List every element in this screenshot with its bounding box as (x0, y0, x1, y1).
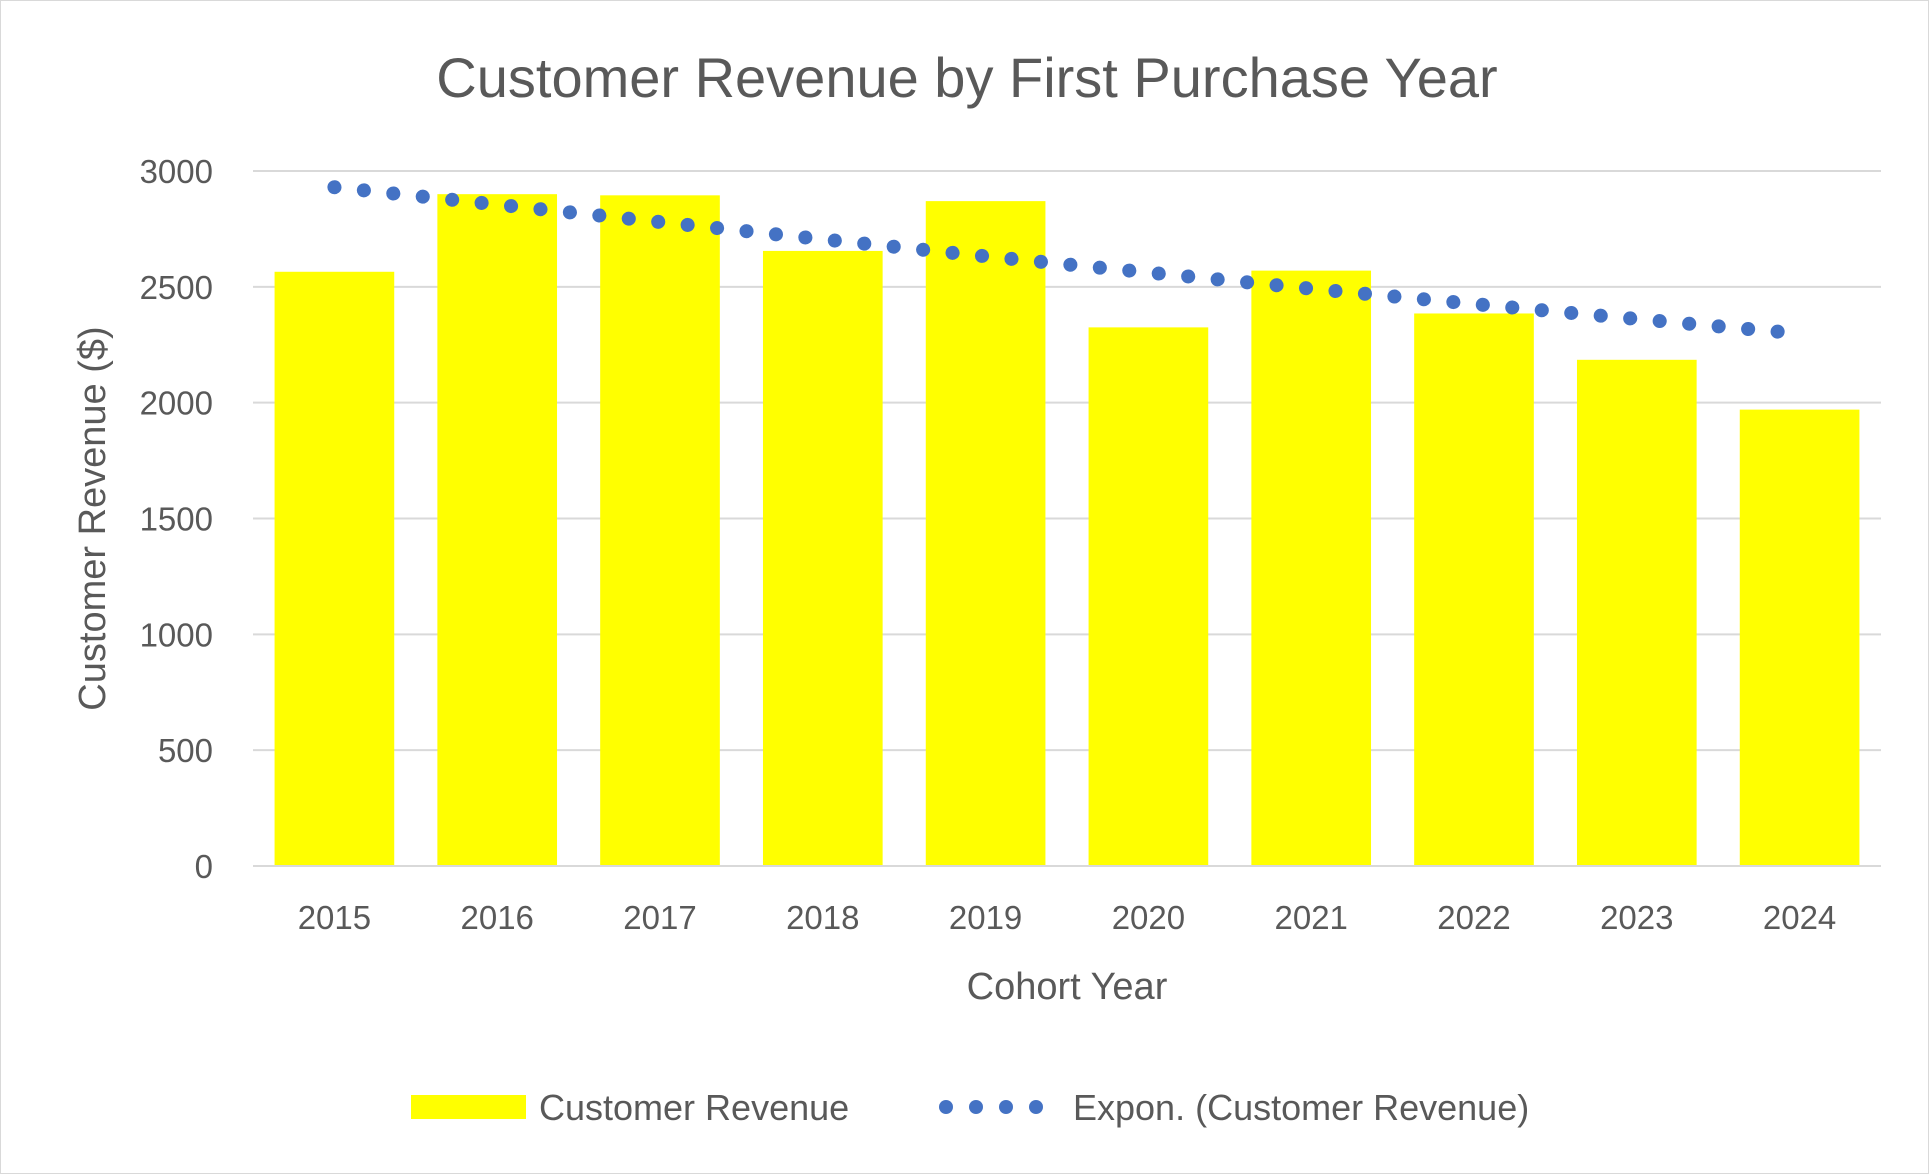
y-axis-ticks: 0 500 1000 1500 2000 2500 3000 (140, 153, 213, 885)
legend-swatch-bar (411, 1095, 526, 1119)
bar-2015 (275, 272, 395, 866)
legend-trend-dot (939, 1100, 953, 1114)
legend: Customer Revenue Expon. (Customer Revenu… (411, 1087, 1529, 1128)
y-tick-label: 500 (158, 732, 213, 769)
bar-2020 (1089, 327, 1209, 866)
legend-swatch-trendline (939, 1100, 1043, 1114)
y-tick-label: 2500 (140, 269, 213, 306)
bar-2022 (1414, 313, 1534, 866)
x-tick-label: 2018 (786, 899, 859, 936)
bar-2023 (1577, 360, 1697, 866)
x-tick-label: 2019 (949, 899, 1022, 936)
legend-trend-dot (969, 1100, 983, 1114)
x-axis-ticks: 2015 2016 2017 2018 2019 2020 2021 2022 2023 2024 (298, 899, 1837, 936)
x-tick-label: 2024 (1763, 899, 1836, 936)
y-tick-label: 1000 (140, 616, 213, 653)
legend-label-customer-revenue: Customer Revenue (539, 1087, 849, 1128)
x-tick-label: 2020 (1112, 899, 1185, 936)
y-tick-label: 3000 (140, 153, 213, 190)
bar-2021 (1251, 271, 1371, 866)
x-tick-label: 2016 (460, 899, 533, 936)
bar-2017 (600, 195, 720, 866)
bar-2019 (926, 201, 1046, 866)
legend-label-trendline: Expon. (Customer Revenue) (1073, 1087, 1529, 1128)
y-tick-label: 0 (195, 848, 213, 885)
x-tick-label: 2015 (298, 899, 371, 936)
legend-trend-dot (999, 1100, 1013, 1114)
bar-2016 (437, 194, 557, 866)
x-tick-label: 2023 (1600, 899, 1673, 936)
x-tick-label: 2017 (623, 899, 696, 936)
bar-2024 (1740, 410, 1860, 866)
bar-2018 (763, 251, 883, 866)
y-tick-label: 2000 (140, 385, 213, 422)
bars (275, 194, 1860, 866)
chart-title: Customer Revenue by First Purchase Year (436, 46, 1497, 109)
y-axis-label: Customer Revenue ($) (72, 326, 114, 710)
x-axis-label: Cohort Year (967, 966, 1168, 1008)
y-tick-label: 1500 (140, 501, 213, 538)
x-tick-label: 2021 (1274, 899, 1347, 936)
x-tick-label: 2022 (1437, 899, 1510, 936)
legend-trend-dot (1029, 1100, 1043, 1114)
